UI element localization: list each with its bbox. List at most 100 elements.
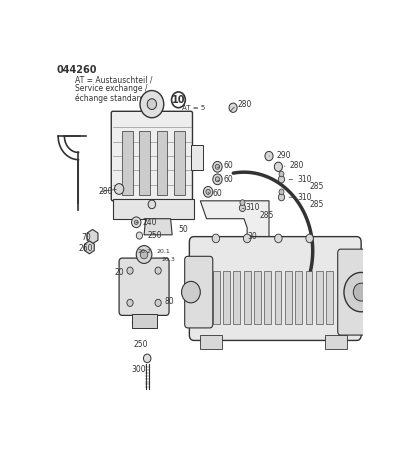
Circle shape: [204, 186, 213, 197]
Bar: [244, 271, 251, 325]
Bar: [223, 271, 230, 325]
Circle shape: [240, 200, 245, 206]
Circle shape: [136, 232, 143, 239]
Circle shape: [145, 319, 150, 326]
Text: 310: 310: [297, 175, 312, 184]
Bar: [305, 271, 312, 325]
Text: 280: 280: [238, 100, 252, 109]
Circle shape: [155, 267, 161, 274]
Bar: [264, 271, 271, 325]
Circle shape: [265, 152, 273, 161]
Text: 250: 250: [133, 339, 147, 349]
Circle shape: [136, 246, 152, 264]
Bar: [122, 131, 133, 195]
Text: 280: 280: [99, 187, 113, 196]
Bar: [156, 131, 168, 195]
Text: 10: 10: [172, 95, 185, 105]
Bar: [113, 199, 194, 219]
Bar: [285, 271, 292, 325]
Text: 20.3: 20.3: [161, 258, 175, 262]
Circle shape: [229, 103, 237, 113]
Text: Service exchange /: Service exchange /: [75, 85, 148, 93]
FancyBboxPatch shape: [111, 111, 193, 201]
FancyBboxPatch shape: [119, 258, 169, 315]
Text: 280: 280: [289, 160, 304, 170]
Bar: [254, 271, 261, 325]
Bar: [316, 271, 323, 325]
Circle shape: [212, 234, 220, 243]
Circle shape: [206, 189, 210, 194]
Text: 250: 250: [147, 231, 162, 240]
Bar: [139, 131, 150, 195]
Circle shape: [127, 299, 133, 306]
Circle shape: [155, 299, 161, 306]
Circle shape: [140, 91, 164, 118]
Polygon shape: [87, 229, 98, 244]
Bar: [295, 271, 302, 325]
Circle shape: [132, 319, 137, 326]
FancyBboxPatch shape: [185, 256, 213, 328]
Text: AT = Austauschteil /: AT = Austauschteil /: [75, 75, 153, 85]
Text: 50: 50: [179, 225, 188, 234]
Circle shape: [279, 189, 284, 195]
Text: 310: 310: [297, 193, 312, 202]
Circle shape: [215, 177, 220, 182]
Circle shape: [147, 99, 157, 110]
Text: 20.2: 20.2: [138, 249, 152, 254]
Bar: [326, 271, 333, 325]
Text: 285: 285: [310, 182, 324, 191]
Circle shape: [213, 161, 222, 172]
Text: 285: 285: [260, 211, 274, 219]
Circle shape: [127, 267, 133, 274]
Circle shape: [306, 234, 314, 243]
Circle shape: [274, 234, 282, 243]
Text: 60: 60: [224, 160, 233, 170]
Text: 80: 80: [164, 297, 174, 306]
Polygon shape: [144, 219, 172, 235]
Text: 30: 30: [247, 232, 257, 241]
Circle shape: [134, 220, 138, 225]
Circle shape: [140, 250, 148, 259]
Polygon shape: [200, 201, 269, 287]
Circle shape: [274, 162, 283, 172]
Text: 60: 60: [224, 175, 233, 184]
Circle shape: [131, 217, 141, 228]
Text: 290: 290: [277, 151, 291, 160]
Circle shape: [215, 164, 220, 169]
Text: échange standard: échange standard: [75, 93, 145, 103]
Text: 310: 310: [245, 204, 260, 213]
FancyBboxPatch shape: [338, 249, 368, 335]
Circle shape: [344, 272, 378, 312]
Bar: [174, 131, 185, 195]
Text: 20: 20: [114, 268, 124, 277]
Text: 260: 260: [79, 244, 93, 252]
Text: 300: 300: [131, 365, 146, 373]
Circle shape: [148, 200, 156, 209]
Circle shape: [243, 234, 251, 243]
Bar: [325, 335, 347, 349]
Text: 70: 70: [81, 233, 91, 242]
Text: 240: 240: [143, 218, 157, 227]
Circle shape: [278, 193, 285, 201]
Text: 285: 285: [310, 200, 324, 209]
Circle shape: [278, 176, 285, 183]
Bar: [213, 271, 220, 325]
Bar: [274, 271, 281, 325]
Bar: [233, 271, 240, 325]
FancyBboxPatch shape: [189, 237, 361, 340]
Bar: [191, 145, 204, 170]
Bar: [200, 335, 222, 349]
Text: 60: 60: [213, 189, 222, 198]
Text: 044260: 044260: [56, 65, 97, 75]
Circle shape: [143, 354, 151, 363]
Circle shape: [114, 184, 124, 194]
Circle shape: [172, 92, 185, 108]
Polygon shape: [85, 241, 94, 254]
Text: AT = 5: AT = 5: [181, 105, 205, 111]
Text: 20.1: 20.1: [156, 249, 170, 254]
Circle shape: [151, 319, 156, 326]
Circle shape: [239, 205, 245, 212]
Circle shape: [279, 171, 284, 177]
Bar: [131, 313, 156, 328]
Circle shape: [353, 283, 369, 301]
